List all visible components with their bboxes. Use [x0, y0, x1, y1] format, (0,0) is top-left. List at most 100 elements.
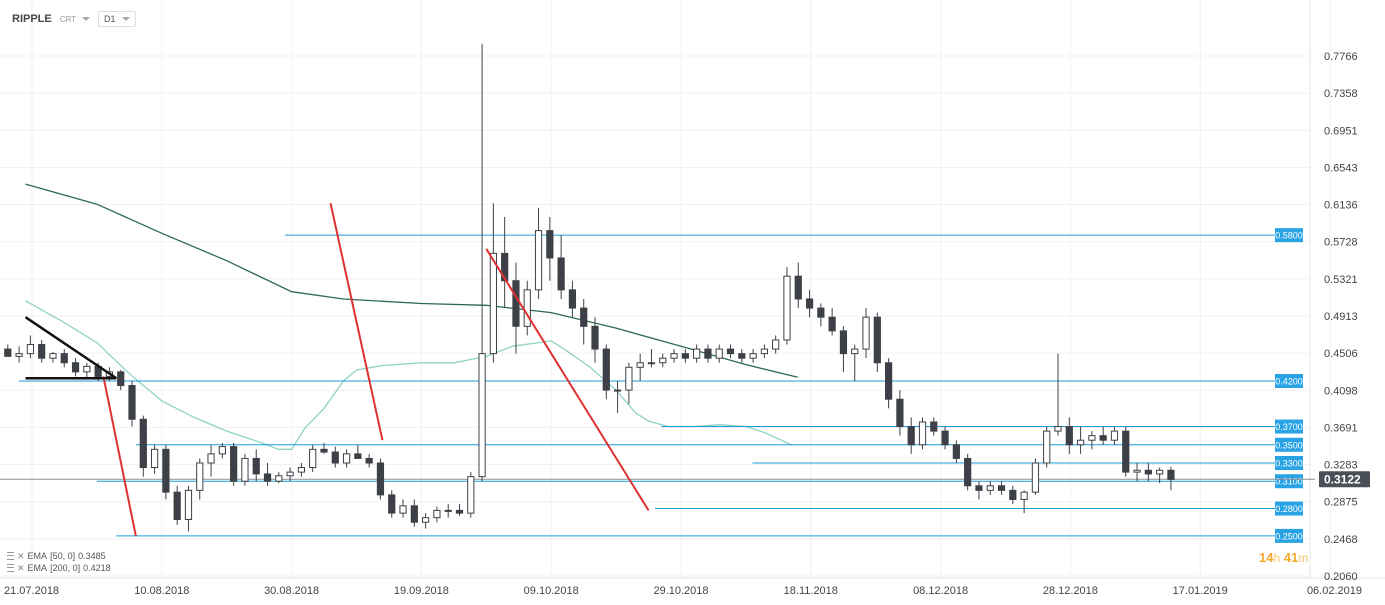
candle-body — [738, 353, 746, 359]
candle-body — [749, 353, 757, 359]
current-price-label: 0.3122 — [1324, 473, 1361, 487]
date-tick-label: 19.09.2018 — [394, 585, 449, 597]
price-tick-label: 0.2468 — [1324, 534, 1358, 546]
candle-body — [422, 517, 430, 523]
candle-body — [1156, 469, 1164, 475]
candle-body — [478, 353, 486, 478]
pennant-pattern — [24, 316, 118, 380]
candle-body — [410, 505, 418, 523]
candle-body — [715, 348, 723, 359]
candle-body — [952, 444, 960, 459]
candle-body — [173, 491, 181, 520]
candle-body — [128, 385, 136, 420]
candle-body — [139, 418, 147, 469]
candle-body — [670, 353, 678, 359]
date-axis: 21.07.2018 10.08.2018 30.08.2018 19.09.2018… — [4, 585, 1362, 597]
candle-body — [60, 353, 68, 364]
price-tick-label: 0.6136 — [1324, 200, 1358, 212]
level-label: 0.3500 — [1275, 440, 1303, 450]
level-label-bg — [1275, 437, 1303, 452]
symbol-label[interactable]: RIPPLE — [12, 13, 52, 25]
close-icon[interactable]: ✕ — [17, 563, 25, 573]
candle-body — [885, 362, 893, 400]
candle-body — [557, 257, 565, 291]
date-tick-label: 09.10.2018 — [524, 585, 579, 597]
candle-body — [365, 457, 373, 464]
candle-body — [1144, 469, 1152, 475]
candle-body — [918, 421, 927, 446]
candle-body — [117, 371, 125, 387]
price-tick-label: 0.4098 — [1324, 385, 1358, 397]
candle-body — [580, 307, 588, 327]
settings-icon[interactable] — [7, 552, 14, 560]
close-icon[interactable]: ✕ — [17, 551, 25, 561]
level-label: 0.2500 — [1275, 531, 1303, 541]
indicator-name: EMA — [27, 551, 48, 561]
candle-body — [230, 446, 238, 482]
level-label-bg — [1275, 455, 1303, 470]
countdown-hours: 14 — [1259, 550, 1274, 565]
candle-body — [1009, 489, 1017, 500]
candle-body — [873, 316, 881, 364]
candle-body — [275, 475, 283, 482]
candle-body — [523, 289, 531, 327]
timeframe-select[interactable]: D1 — [98, 11, 136, 27]
timeframe-value: D1 — [104, 14, 116, 24]
candle-body — [162, 448, 170, 493]
price-tick-label: 0.2875 — [1324, 497, 1358, 509]
level-label-bg — [1275, 528, 1303, 543]
level-label: 0.3700 — [1275, 422, 1303, 432]
date-tick-label: 30.08.2018 — [264, 585, 319, 597]
support-resistance-levels: 0.5800 0.4200 0.3700 0.3500 0.3300 0.3100 0.28… — [19, 228, 1303, 543]
level-label-bg — [1275, 419, 1303, 434]
candle-body — [862, 316, 870, 350]
candle-body — [772, 339, 780, 350]
price-tick-label: 0.2060 — [1324, 571, 1358, 583]
candle-body — [546, 230, 554, 259]
price-tick-label: 0.4913 — [1324, 311, 1358, 323]
trend-line — [485, 248, 650, 511]
candle-body — [376, 462, 385, 496]
candle-body — [681, 353, 689, 359]
candle-body — [783, 275, 791, 341]
candle-body — [1054, 426, 1062, 432]
chart-header: RIPPLE CRT D1 — [12, 10, 136, 28]
candle-body — [388, 494, 396, 514]
candle-body — [467, 476, 475, 514]
candle-body — [501, 252, 509, 282]
candle-body — [941, 430, 949, 446]
indicator-params: [200, 0] — [50, 563, 81, 573]
candle-body — [704, 348, 712, 359]
candle-body — [828, 316, 836, 332]
candle-body — [320, 448, 328, 453]
trend-lines — [102, 203, 650, 537]
price-type-select[interactable]: CRT — [60, 15, 91, 24]
candle-body — [1020, 491, 1028, 500]
level-label-bg — [1275, 228, 1303, 243]
settings-icon[interactable] — [7, 564, 14, 572]
level-label-bg — [1275, 501, 1303, 516]
level-label: 0.4200 — [1275, 376, 1303, 386]
indicator-value: 0.4218 — [83, 563, 111, 573]
candle-body — [851, 348, 859, 355]
candle-body — [1099, 435, 1107, 441]
candle-body — [647, 362, 656, 365]
candle-body — [534, 230, 543, 291]
pennant-line — [24, 316, 118, 380]
candle-body — [817, 307, 825, 318]
countdown-minutes-unit: m — [1298, 551, 1309, 565]
date-tick-label: 18.11.2018 — [784, 585, 838, 597]
indicator-params: [50, 0] — [50, 551, 76, 561]
candle-body — [907, 426, 915, 446]
candle-body — [286, 471, 294, 477]
chevron-down-icon — [121, 17, 130, 21]
candle-body — [399, 505, 407, 514]
candle-body — [252, 457, 260, 475]
candle-body — [433, 509, 441, 519]
candle-body — [512, 280, 520, 327]
current-price-badge — [1319, 471, 1370, 488]
price-axis: 0.7766 0.7358 0.6951 0.6543 0.6136 0.5728 0.53… — [1319, 51, 1370, 583]
candle-body — [805, 298, 814, 309]
candle-body — [1031, 462, 1040, 493]
